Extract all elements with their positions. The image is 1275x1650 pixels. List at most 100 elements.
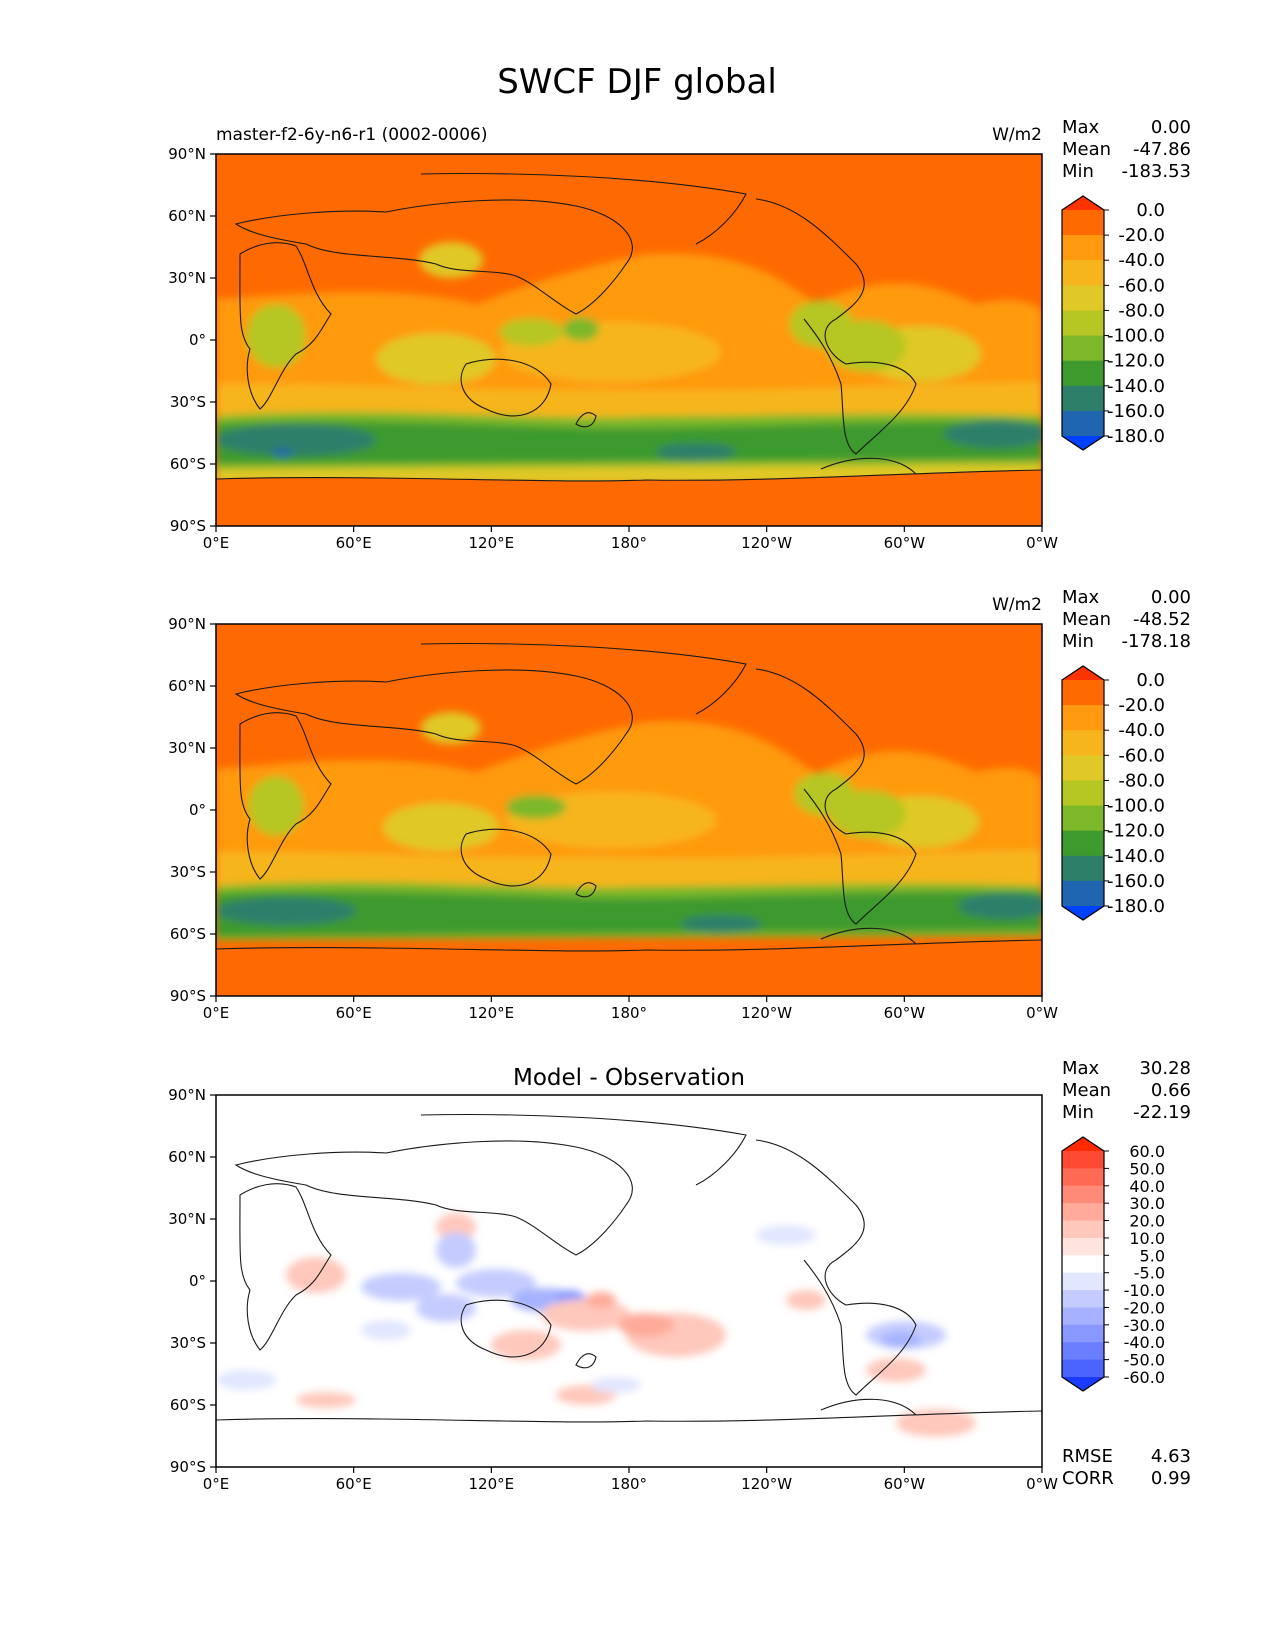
- stat-min-label: Min: [1062, 1102, 1094, 1123]
- stat-mean-label: Mean: [1062, 1080, 1111, 1101]
- x-tick-label: 180°: [611, 1004, 647, 1022]
- x-tick-label: 0°E: [203, 534, 230, 552]
- colorbar-label: 5.0: [1140, 1246, 1165, 1265]
- panel-model-title: master-f2-6y-n6-r1 (0002-0006): [216, 125, 488, 145]
- colorbar-label: -80.0: [1118, 300, 1165, 321]
- stat-mean-value: 0.66: [1151, 1080, 1191, 1101]
- x-tick-label: 60°E: [336, 534, 372, 552]
- y-tick-label: 0°: [189, 801, 206, 819]
- colorbar-extend-bottom: [1062, 906, 1104, 920]
- panel-observation-yticks: 90°N 60°N 30°N 0° 30°S 60°S 90°S: [168, 615, 216, 1005]
- rmse-label: RMSE: [1062, 1446, 1113, 1467]
- x-tick-label: 0°W: [1026, 1475, 1058, 1493]
- y-tick-label: 30°S: [170, 863, 206, 881]
- y-tick-label: 90°S: [170, 987, 206, 1005]
- x-tick-label: 120°W: [741, 1475, 792, 1493]
- colorbar-segment: [1062, 1168, 1104, 1187]
- x-tick-label: 120°E: [469, 534, 515, 552]
- y-tick-label: 60°S: [170, 925, 206, 943]
- colorbar-segment: [1062, 1307, 1104, 1326]
- y-tick-label: 60°N: [168, 1148, 206, 1166]
- colorbar-label: 50.0: [1129, 1159, 1165, 1178]
- y-tick-label: 90°S: [170, 1458, 206, 1476]
- x-tick-label: 60°E: [336, 1004, 372, 1022]
- colorbar-extend-top: [1062, 196, 1104, 210]
- figure-title: SWCF DJF global: [497, 62, 777, 102]
- colorbar-label: -160.0: [1107, 871, 1165, 892]
- stat-min-value: -22.19: [1133, 1102, 1191, 1123]
- colorbar-difference: 60.050.040.030.020.010.05.0-5.0-10.0-20.…: [1061, 1136, 1165, 1392]
- colorbar-segment: [1062, 335, 1104, 362]
- colorbar-label: 30.0: [1129, 1194, 1165, 1213]
- colorbar-label: -40.0: [1118, 250, 1165, 271]
- map-observation-field: [216, 624, 1042, 996]
- y-tick-label: 30°N: [168, 739, 206, 757]
- map-difference-field: [216, 1095, 1042, 1467]
- stat-min-value: -183.53: [1122, 161, 1191, 182]
- colorbar-segment: [1062, 1290, 1104, 1309]
- panel-difference-title: Model - Observation: [513, 1065, 745, 1091]
- colorbar-segment: [1062, 880, 1104, 907]
- colorbar-label: -50.0: [1124, 1351, 1165, 1370]
- x-tick-label: 60°W: [884, 534, 926, 552]
- colorbar-label: -140.0: [1107, 846, 1165, 867]
- colorbar-label: 60.0: [1129, 1142, 1165, 1161]
- y-tick-label: 60°N: [168, 207, 206, 225]
- colorbar-segment: [1062, 360, 1104, 387]
- y-tick-label: 30°N: [168, 269, 206, 287]
- panel-difference-xticks: 0°E 60°E 120°E 180° 120°W 60°W 0°W: [203, 1467, 1058, 1493]
- x-tick-label: 60°W: [884, 1004, 926, 1022]
- stat-mean-value: -48.52: [1133, 609, 1191, 630]
- colorbar-label: 10.0: [1129, 1229, 1165, 1248]
- colorbar-label: 0.0: [1136, 670, 1165, 691]
- colorbar-label: -160.0: [1107, 401, 1165, 422]
- colorbar-label: -180.0: [1107, 896, 1165, 917]
- colorbar-label: -5.0: [1134, 1264, 1165, 1283]
- colorbar-label: 0.0: [1136, 200, 1165, 221]
- colorbar-segment: [1062, 1272, 1104, 1291]
- colorbar-label: 40.0: [1129, 1177, 1165, 1196]
- colorbar-label: -20.0: [1124, 1298, 1165, 1317]
- map-model-field: [216, 154, 1042, 526]
- colorbar-segment: [1062, 730, 1104, 756]
- colorbar-segment: [1062, 1237, 1104, 1256]
- colorbar-label: -60.0: [1118, 745, 1165, 766]
- coastlines: [215, 642, 1043, 952]
- colorbar-segment: [1062, 805, 1104, 832]
- colorbar-segment: [1062, 285, 1104, 312]
- colorbar-segment: [1062, 1220, 1104, 1239]
- colorbar-segment: [1062, 680, 1104, 706]
- colorbar-extend-top: [1062, 666, 1104, 680]
- stat-max-value: 30.28: [1139, 1058, 1191, 1079]
- colorbar-segment: [1062, 385, 1104, 412]
- coastlines: [215, 172, 1043, 482]
- colorbar-segment: [1062, 260, 1104, 286]
- colorbar-segment: [1062, 705, 1104, 731]
- x-tick-label: 0°E: [203, 1475, 230, 1493]
- x-tick-label: 0°E: [203, 1004, 230, 1022]
- x-tick-label: 180°: [611, 534, 647, 552]
- stat-max-label: Max: [1062, 1058, 1100, 1079]
- x-tick-label: 60°E: [336, 1475, 372, 1493]
- y-tick-label: 30°S: [170, 1334, 206, 1352]
- x-tick-label: 120°E: [469, 1004, 515, 1022]
- y-tick-label: 90°N: [168, 1086, 206, 1104]
- colorbar-extend-bottom: [1062, 1377, 1104, 1391]
- colorbar-label: -10.0: [1124, 1281, 1165, 1300]
- corr-value: 0.99: [1151, 1468, 1191, 1489]
- stat-max-value: 0.00: [1151, 117, 1191, 138]
- colorbar-label: -180.0: [1107, 426, 1165, 447]
- colorbar-label: -30.0: [1124, 1316, 1165, 1335]
- panel-observation: W/m2: [168, 587, 1191, 1022]
- colorbar-label: -140.0: [1107, 376, 1165, 397]
- colorbar-segment: [1062, 855, 1104, 882]
- colorbar-segment: [1062, 780, 1104, 807]
- stat-min-label: Min: [1062, 631, 1094, 652]
- x-tick-label: 180°: [611, 1475, 647, 1493]
- colorbar-segment: [1062, 410, 1104, 437]
- stat-mean-label: Mean: [1062, 609, 1111, 630]
- colorbar-label: -60.0: [1118, 275, 1165, 296]
- stat-mean-value: -47.86: [1133, 139, 1191, 160]
- y-tick-label: 90°N: [168, 145, 206, 163]
- x-tick-label: 120°W: [741, 534, 792, 552]
